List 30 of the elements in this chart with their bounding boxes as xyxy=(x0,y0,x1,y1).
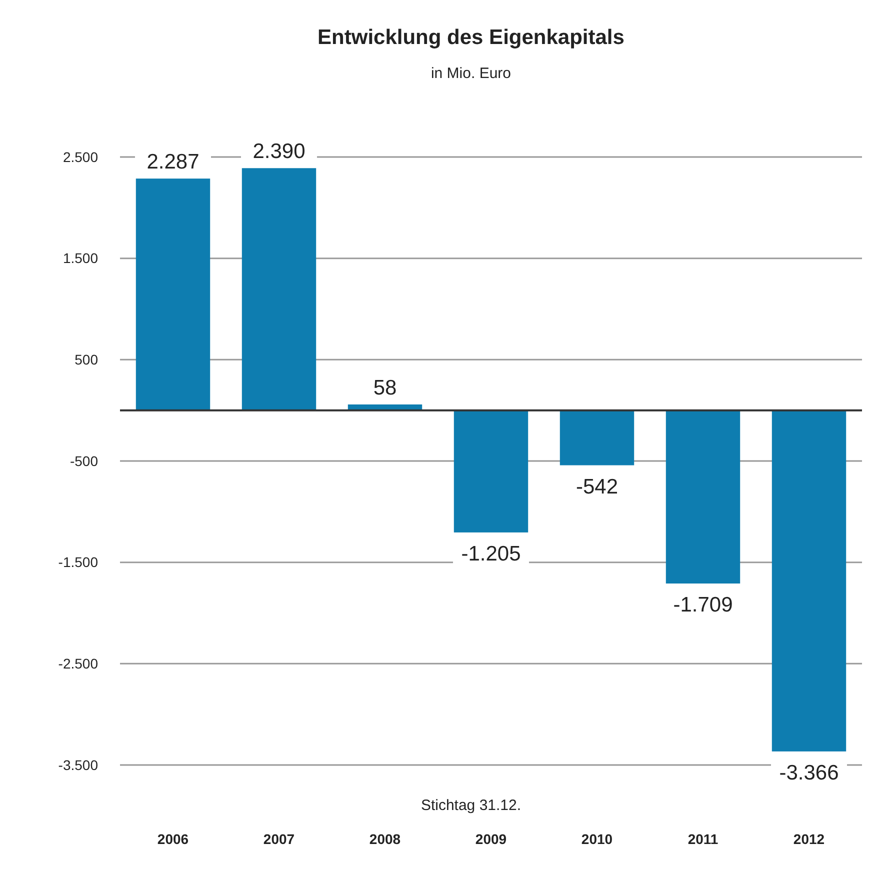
y-tick-label: -3.500 xyxy=(58,756,98,773)
data-label: -542 xyxy=(576,475,618,498)
chart-title: Entwicklung des Eigenkapitals xyxy=(318,26,624,49)
y-tick-label: 500 xyxy=(74,352,98,368)
bar xyxy=(136,178,210,410)
data-label: -3.366 xyxy=(779,761,839,784)
data-label: 2.287 xyxy=(146,150,200,174)
x-axis-title: Stichtag 31.12. xyxy=(420,797,522,814)
bar xyxy=(242,168,316,410)
data-label: 58 xyxy=(373,376,397,400)
bar xyxy=(560,410,634,466)
y-tick-label: -500 xyxy=(70,452,98,469)
bar xyxy=(454,410,528,532)
x-tick-label: 2011 xyxy=(688,831,718,847)
x-tick-label: 2009 xyxy=(475,831,507,847)
x-tick-label: 2008 xyxy=(369,831,401,847)
data-label: -1.709 xyxy=(673,594,733,617)
x-tick-label: 2010 xyxy=(581,831,613,847)
y-tick-label: 1.500 xyxy=(62,250,98,266)
x-tick-label: 2006 xyxy=(157,831,189,847)
bar xyxy=(666,410,740,584)
x-tick-label: 2012 xyxy=(793,831,825,847)
y-tick-label: -1.500 xyxy=(58,554,98,570)
bar xyxy=(772,410,846,752)
data-label: 2.390 xyxy=(252,140,306,164)
y-tick-label: 2.500 xyxy=(62,148,98,165)
x-tick-label: 2007 xyxy=(263,831,295,847)
chart-subtitle: in Mio. Euro xyxy=(430,65,512,82)
data-label: -1.205 xyxy=(461,542,521,566)
y-tick-label: -2.500 xyxy=(58,656,98,672)
